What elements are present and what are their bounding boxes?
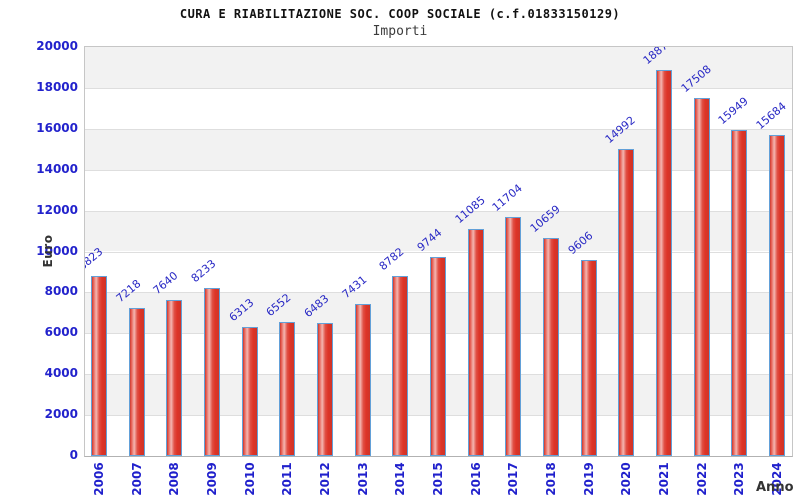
- y-tick-label: 14000: [36, 161, 78, 176]
- x-tick-label: 2010: [242, 462, 257, 496]
- x-tick-label: 2018: [544, 462, 558, 496]
- x-axis-title: Anno: [756, 480, 794, 495]
- plot-area: 8823 7218 7640 8233 6313 6552 6483 7431 8782 9744…: [84, 46, 793, 457]
- chart-subtitle: Importi: [372, 24, 428, 39]
- y-tick-label: 10000: [36, 243, 78, 258]
- y-tick-label: 12000: [36, 202, 78, 217]
- gridline: [85, 251, 792, 253]
- bar-2019: [580, 259, 597, 456]
- gridline: [85, 128, 792, 130]
- x-tick-label: 2022: [694, 462, 709, 496]
- x-tick-label: 2013: [355, 462, 370, 496]
- x-tick-label: 2019: [581, 462, 596, 496]
- bar-2006: [91, 275, 107, 456]
- bar-2013: [354, 304, 371, 456]
- gridline: [85, 87, 792, 89]
- chart-title: CURA E RIABILITAZIONE SOC. COOP SOCIALE …: [179, 7, 621, 21]
- bar-2008: [166, 299, 183, 456]
- gridline: [85, 210, 792, 212]
- bar-2010: [241, 326, 258, 456]
- x-tick-label: 2012: [318, 462, 332, 496]
- x-tick-label: 2015: [431, 462, 445, 496]
- y-tick-label: 16000: [36, 120, 78, 135]
- x-tick-label: 2006: [92, 462, 106, 496]
- y-axis-title: Euro: [41, 234, 55, 268]
- bar-2009: [204, 287, 220, 456]
- background-band: [85, 47, 792, 88]
- background-band: [85, 210, 792, 252]
- background-band: [85, 128, 792, 170]
- x-tick-label: 2011: [280, 462, 295, 496]
- x-tick-label: 2016: [468, 462, 483, 496]
- bar-2024: [769, 135, 785, 456]
- bar-2011: [279, 322, 296, 456]
- bar-2018: [543, 238, 559, 456]
- y-tick-label: 4000: [44, 366, 78, 381]
- y-tick-label: 8000: [44, 284, 78, 299]
- x-tick-label: 2021: [657, 462, 671, 496]
- y-tick-label: 2000: [44, 407, 78, 422]
- y-tick-label: 0: [69, 448, 78, 462]
- x-tick-label: 2014: [393, 462, 408, 496]
- bar-2021: [656, 70, 672, 456]
- background-band: [85, 169, 792, 211]
- bar-2014: [392, 276, 409, 456]
- x-tick-label: 2007: [129, 462, 144, 496]
- x-tick-label: 2008: [167, 462, 182, 496]
- bar-2012: [317, 323, 333, 456]
- y-tick-label: 20000: [36, 39, 78, 53]
- bar-2016: [467, 229, 484, 456]
- gridline: [85, 169, 792, 171]
- bar-2020: [618, 149, 635, 456]
- bar-2007: [128, 308, 145, 456]
- bar-2023: [731, 129, 748, 456]
- y-tick-label: 18000: [36, 79, 78, 94]
- y-tick-label: 6000: [44, 325, 78, 340]
- background-band: [85, 87, 792, 129]
- x-tick-label: 2009: [205, 462, 219, 496]
- x-tick-label: 2020: [619, 462, 634, 496]
- bar-2017: [505, 216, 522, 456]
- x-tick-label: 2023: [732, 462, 747, 496]
- bar-2015: [430, 256, 446, 456]
- x-tick-label: 2017: [506, 462, 521, 496]
- bar-2022: [693, 97, 710, 456]
